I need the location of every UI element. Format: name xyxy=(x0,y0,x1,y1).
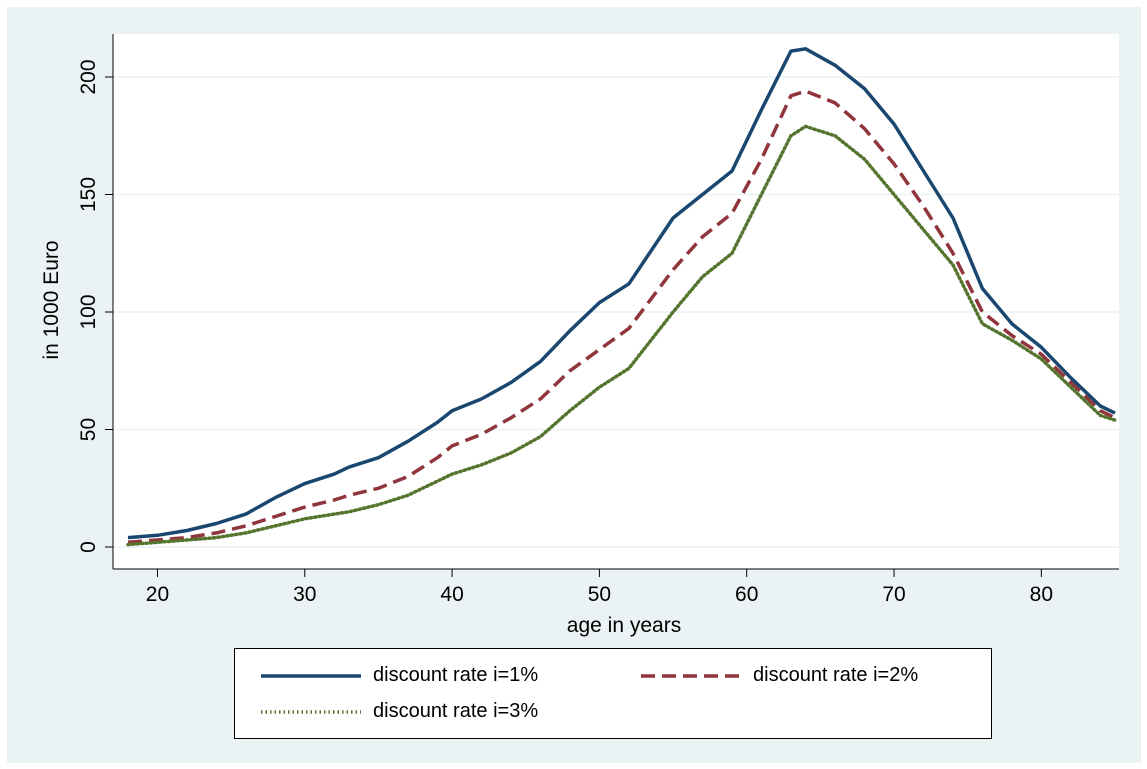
y-tick-label: 0 xyxy=(77,541,100,553)
plot-area xyxy=(113,34,1119,569)
x-tick-label: 80 xyxy=(1030,583,1053,606)
x-tick-label: 70 xyxy=(882,583,905,606)
y-axis-label: in 1000 Euro xyxy=(40,240,63,359)
series-lines xyxy=(126,47,1117,547)
legend-item-series-2: discount rate i=2% xyxy=(637,663,977,691)
x-tick-label: 20 xyxy=(146,583,169,606)
legend-item-series-1: discount rate i=1% xyxy=(257,663,597,691)
x-tick-label: 50 xyxy=(588,583,611,606)
legend-label-series-1: discount rate i=1% xyxy=(373,664,539,686)
x-axis-label: age in years xyxy=(567,614,681,637)
grid-lines xyxy=(113,34,1119,569)
x-tick-label: 40 xyxy=(440,583,463,606)
x-axis: 20 30 40 50 60 70 80 xyxy=(113,568,1119,606)
legend-swatch-series-1 xyxy=(261,674,361,678)
y-axis: 0 50 100 150 200 xyxy=(77,34,114,569)
x-tick-label: 60 xyxy=(735,583,758,606)
y-tick-label: 100 xyxy=(77,294,100,329)
y-tick-label: 50 xyxy=(77,418,100,441)
x-tick-label: 30 xyxy=(293,583,316,606)
legend-label-series-2: discount rate i=2% xyxy=(753,664,919,686)
y-tick-label: 200 xyxy=(77,59,100,94)
legend-swatch-series-2 xyxy=(641,674,741,678)
y-tick-label: 150 xyxy=(77,177,100,212)
legend: discount rate i=1% discount rate i=2% di… xyxy=(234,648,992,739)
series-line-1 xyxy=(127,47,1116,540)
series-line-2 xyxy=(127,89,1116,545)
series-line-3 xyxy=(126,124,1117,547)
legend-swatch-series-3 xyxy=(261,710,361,714)
legend-item-series-3: discount rate i=3% xyxy=(257,699,597,727)
legend-label-series-3: discount rate i=3% xyxy=(373,700,539,722)
